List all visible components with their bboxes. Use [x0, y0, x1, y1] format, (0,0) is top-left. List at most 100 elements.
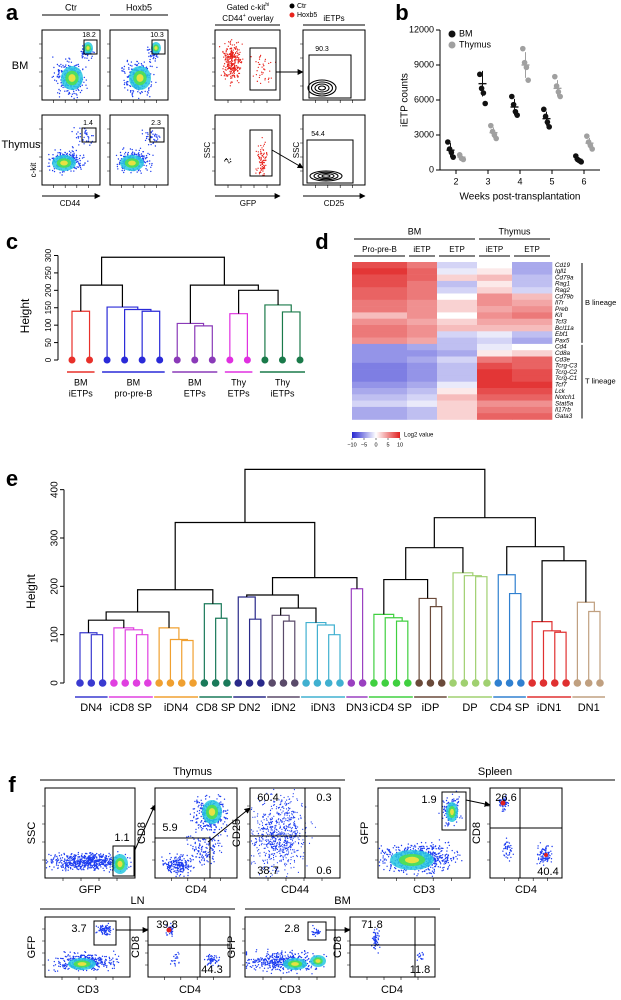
heatmap-cell [477, 287, 513, 294]
group-label: iDN3 [311, 702, 335, 714]
column-title: iETPs [323, 14, 344, 23]
axis-label: CD4 [515, 884, 537, 896]
contour-line [310, 81, 334, 95]
leaf-node [404, 679, 412, 687]
legend-label: Thymus [459, 39, 492, 49]
row-label: Thymus [1, 139, 41, 151]
column-title: Ctr [65, 2, 77, 12]
gate [306, 139, 354, 184]
dendrogram-link [135, 634, 149, 683]
density-region [450, 808, 454, 816]
group-label: CD8 SP [196, 702, 236, 714]
colorbar-tick-label: 0 [374, 442, 377, 448]
heatmap-cell [352, 312, 408, 319]
heatmap-cell [352, 388, 408, 395]
leaf-node [584, 679, 593, 687]
data-point [552, 73, 558, 80]
heatmap-cell [352, 268, 408, 275]
gate [307, 921, 327, 941]
gene-label: Igll1 [555, 268, 567, 275]
heatmap-cell [512, 406, 553, 414]
leaf-node [121, 679, 130, 687]
axis-label: CD44 [60, 199, 81, 208]
heatmap-cell [477, 388, 513, 395]
group-label: iDN1 [537, 702, 561, 714]
axis-label: SSC [26, 822, 38, 845]
dendrogram-link [328, 634, 341, 683]
plot-frame [214, 29, 281, 101]
group-label: iDN4 [164, 702, 188, 714]
dendrogram-link [169, 638, 188, 683]
density-region [154, 46, 158, 50]
dendrogram-link [281, 311, 301, 360]
dendrogram-link [383, 578, 429, 615]
leaf-node [460, 679, 469, 687]
density-region [136, 74, 144, 82]
axis-tick [247, 805, 323, 881]
leaf-node [449, 679, 457, 687]
group-label: iDN2 [271, 702, 295, 714]
group-header: BM [334, 895, 351, 907]
column-header: ETP [524, 245, 540, 254]
axis-tick [42, 805, 118, 881]
heatmap-cell [437, 350, 478, 357]
gate [83, 39, 98, 55]
gene-label: Preb [555, 306, 569, 313]
y-tick-label: 9000 [414, 59, 434, 69]
dendrogram-link [100, 256, 225, 286]
dendrogram-link [429, 606, 443, 683]
density-region [117, 860, 123, 868]
gene-label: Cd8a [555, 350, 571, 357]
axis-label: CD4 [185, 884, 207, 896]
leaf-node [76, 679, 84, 687]
heatmap-cell [477, 262, 513, 269]
gate-value: 18.2 [82, 32, 96, 39]
dendrogram-link [244, 468, 486, 523]
axis-label: CD44 [281, 884, 309, 896]
dendrogram-link [384, 617, 403, 683]
gate-value: 10.3 [150, 32, 164, 39]
axis-tick [375, 805, 452, 881]
dendrogram-link [181, 639, 194, 683]
density-region [544, 853, 548, 857]
gate-value: 90.3 [315, 46, 329, 53]
gene-label: Tcrg-C2 [555, 369, 578, 376]
gate-value: 1.4 [83, 120, 93, 127]
colorbar-title: Log2 value [404, 433, 434, 439]
data-point [557, 93, 563, 100]
lineage-label: T lineage [585, 377, 616, 386]
leaf-node [278, 356, 286, 364]
y-tick-label: 150 [44, 301, 53, 315]
heatmap-cell [437, 312, 478, 319]
heatmap-cell [407, 287, 438, 294]
gate-value: 0.3 [316, 792, 331, 804]
column-header: ETP [449, 245, 465, 254]
leaf-node [86, 356, 94, 364]
leaf-node [138, 356, 146, 364]
heatmap-cell [437, 388, 478, 395]
dendrogram-link [158, 627, 180, 683]
heatmap-cell [352, 381, 408, 389]
heatmap-cell [477, 299, 513, 307]
contour-line [317, 172, 335, 180]
leaf-node [296, 356, 304, 364]
leaf-node [370, 679, 378, 687]
axis-tick [347, 928, 419, 980]
dendrogram-link [248, 618, 262, 683]
leaf-node [103, 356, 111, 364]
heatmap-cell [437, 356, 478, 364]
event-dots [95, 922, 115, 936]
group-label: iCD8 SP [110, 702, 152, 714]
event-dots [161, 852, 195, 878]
heatmap-cell [437, 280, 478, 288]
gene-label: Il17rb [555, 407, 571, 414]
data-point [478, 85, 485, 92]
group-label: pro-pre-B [114, 388, 152, 398]
heatmap-cell [352, 413, 408, 420]
leaf-node [173, 356, 181, 364]
panel-label: f [8, 772, 16, 797]
title-part: CD44 [222, 14, 243, 23]
heatmap-cell [437, 375, 478, 382]
leaf-node [494, 679, 503, 687]
